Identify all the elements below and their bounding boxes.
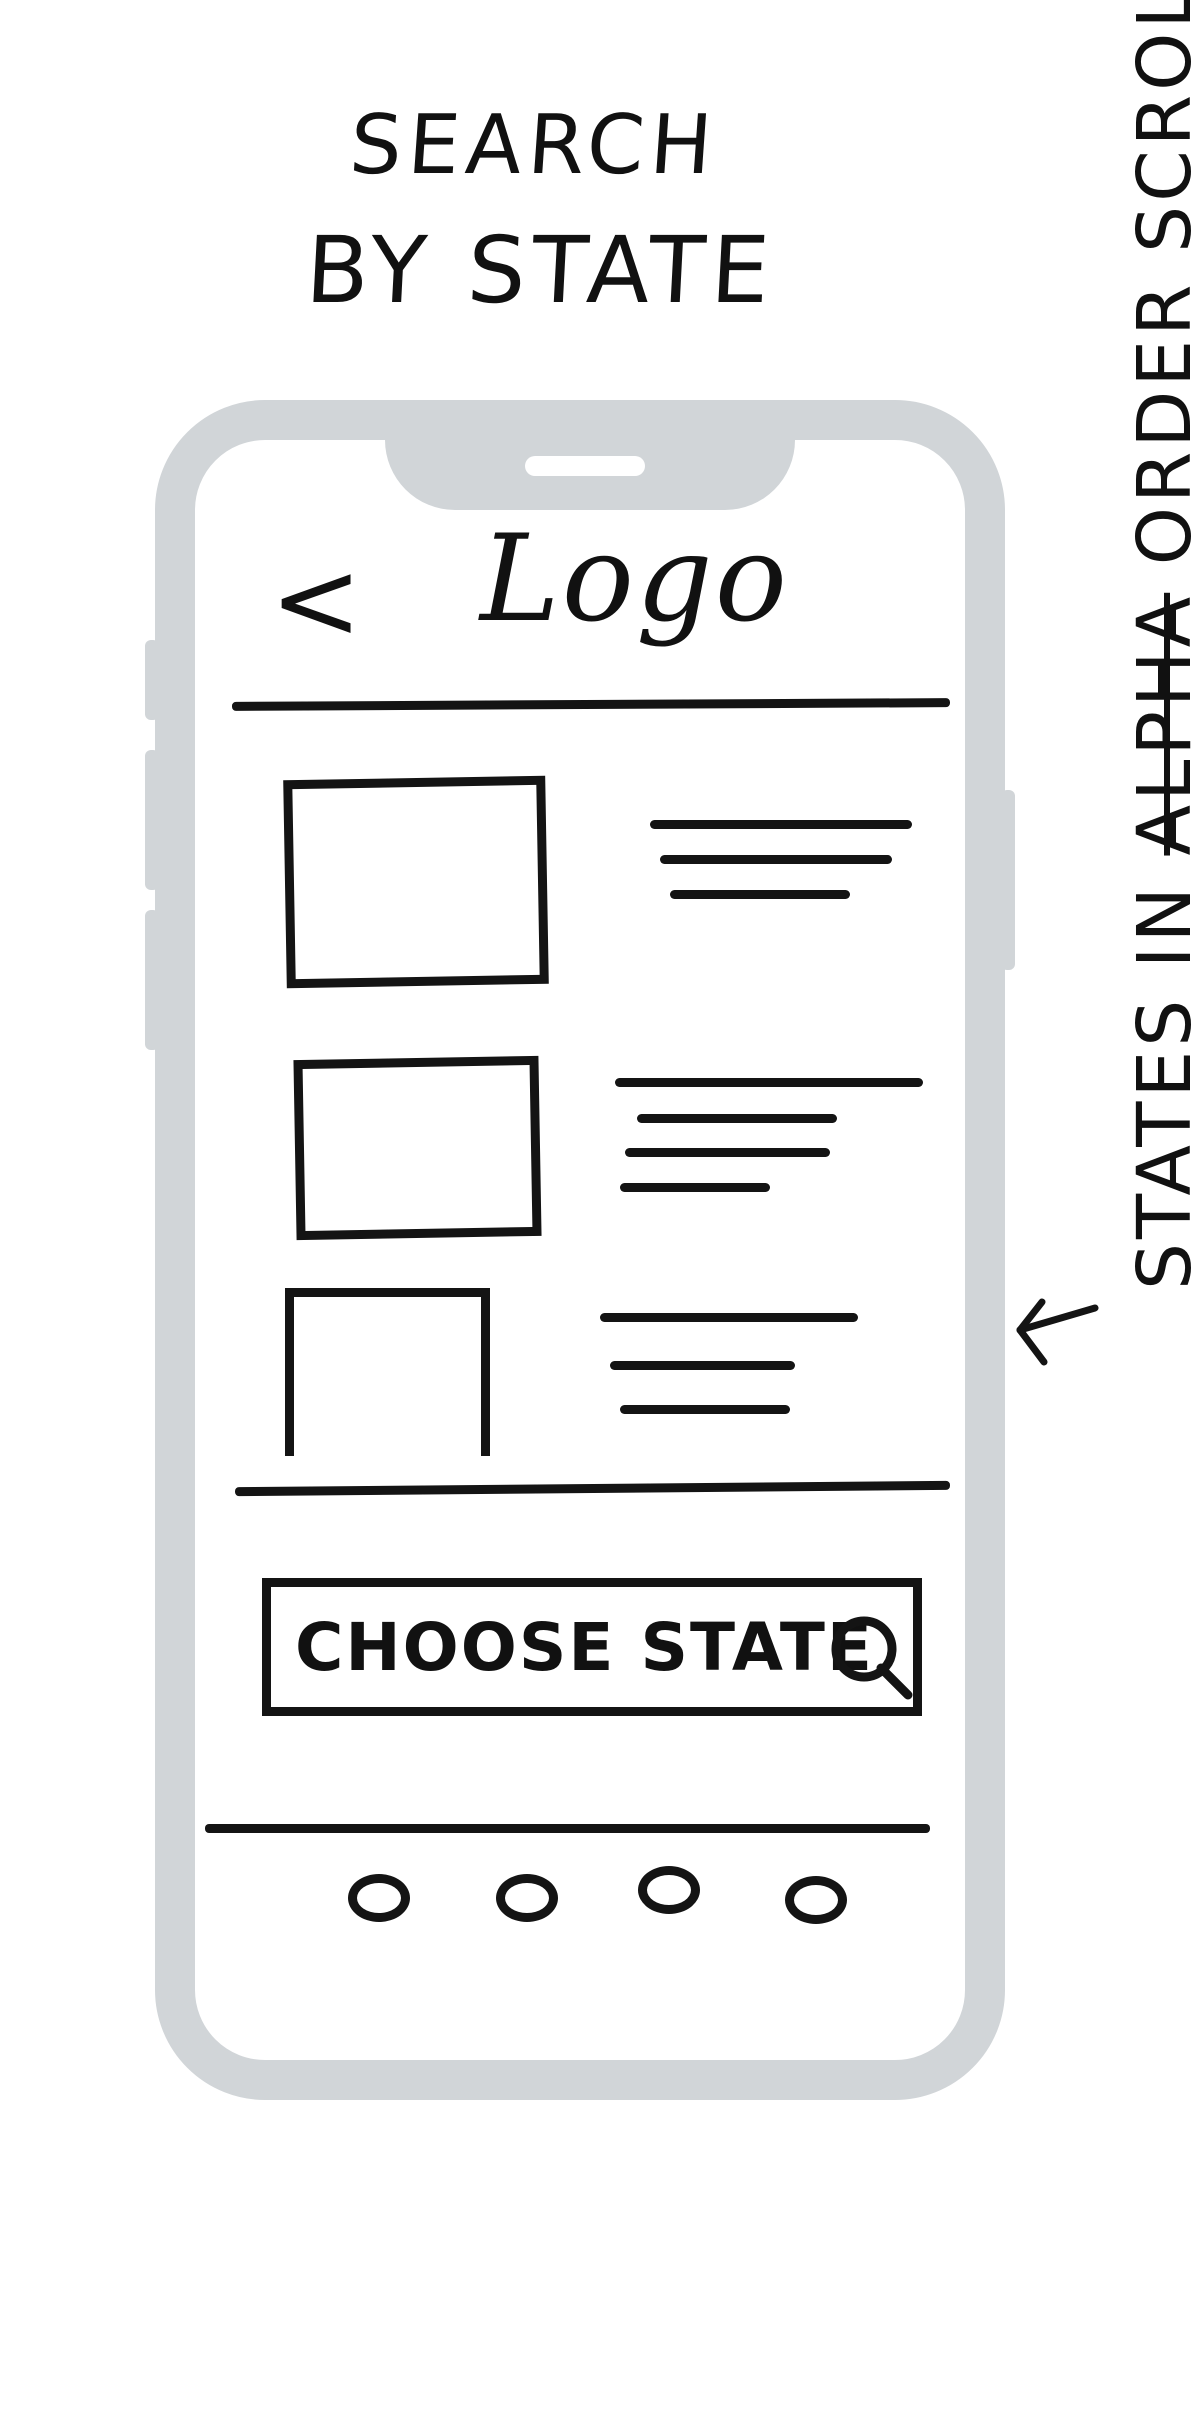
- text-placeholder-line: [600, 1313, 858, 1322]
- search-icon: [831, 1616, 913, 1700]
- phone-notch: [385, 400, 795, 510]
- text-placeholder-line: [670, 890, 850, 899]
- annotation-text-1: STATES IN: [1122, 855, 1200, 1290]
- nav-item-4[interactable]: [785, 1876, 847, 1924]
- title-line-1: SEARCH: [346, 98, 722, 193]
- phone-speaker: [525, 456, 645, 476]
- nav-item-2[interactable]: [496, 1874, 558, 1922]
- nav-item-1[interactable]: [348, 1874, 410, 1922]
- annotation-text-3: SCROLL: [1122, 0, 1200, 253]
- text-placeholder-line: [615, 1078, 923, 1087]
- back-button[interactable]: <: [270, 536, 369, 664]
- nav-item-3[interactable]: [638, 1866, 700, 1914]
- logo: Logo: [480, 510, 789, 649]
- annotation-struck-text: ALPHA: [1122, 592, 1200, 856]
- phone-frame: [155, 400, 1005, 2100]
- title-line-2: BY STATE: [303, 217, 778, 324]
- annotation-text-2: ORDER: [1122, 252, 1200, 593]
- text-placeholder-line: [620, 1405, 790, 1414]
- phone-side-button-3: [145, 910, 159, 1050]
- text-placeholder-line: [620, 1183, 770, 1192]
- text-placeholder-line: [637, 1114, 837, 1123]
- annotation-note: STATES IN ALPHA ORDER SCROLL: [1120, 0, 1200, 1290]
- phone-side-button-2: [145, 750, 159, 890]
- image-placeholder-icon: [285, 1288, 490, 1456]
- arrow-left-icon: [1016, 1298, 1099, 1366]
- phone-side-button-4: [1001, 790, 1015, 970]
- text-placeholder-line: [650, 820, 912, 829]
- image-placeholder-icon: [283, 775, 549, 989]
- image-placeholder-icon: [293, 1055, 542, 1241]
- choose-state-search[interactable]: CHOOSE STATE: [262, 1578, 922, 1716]
- list-item[interactable]: [285, 1055, 945, 1248]
- list-item[interactable]: [283, 775, 945, 998]
- phone-side-button-1: [145, 640, 159, 720]
- choose-state-label: CHOOSE STATE: [295, 1609, 874, 1686]
- text-placeholder-line: [660, 855, 892, 864]
- text-placeholder-line: [610, 1361, 795, 1370]
- list-item[interactable]: [285, 1288, 945, 1468]
- footer-divider: [205, 1824, 930, 1833]
- text-placeholder-line: [625, 1148, 830, 1157]
